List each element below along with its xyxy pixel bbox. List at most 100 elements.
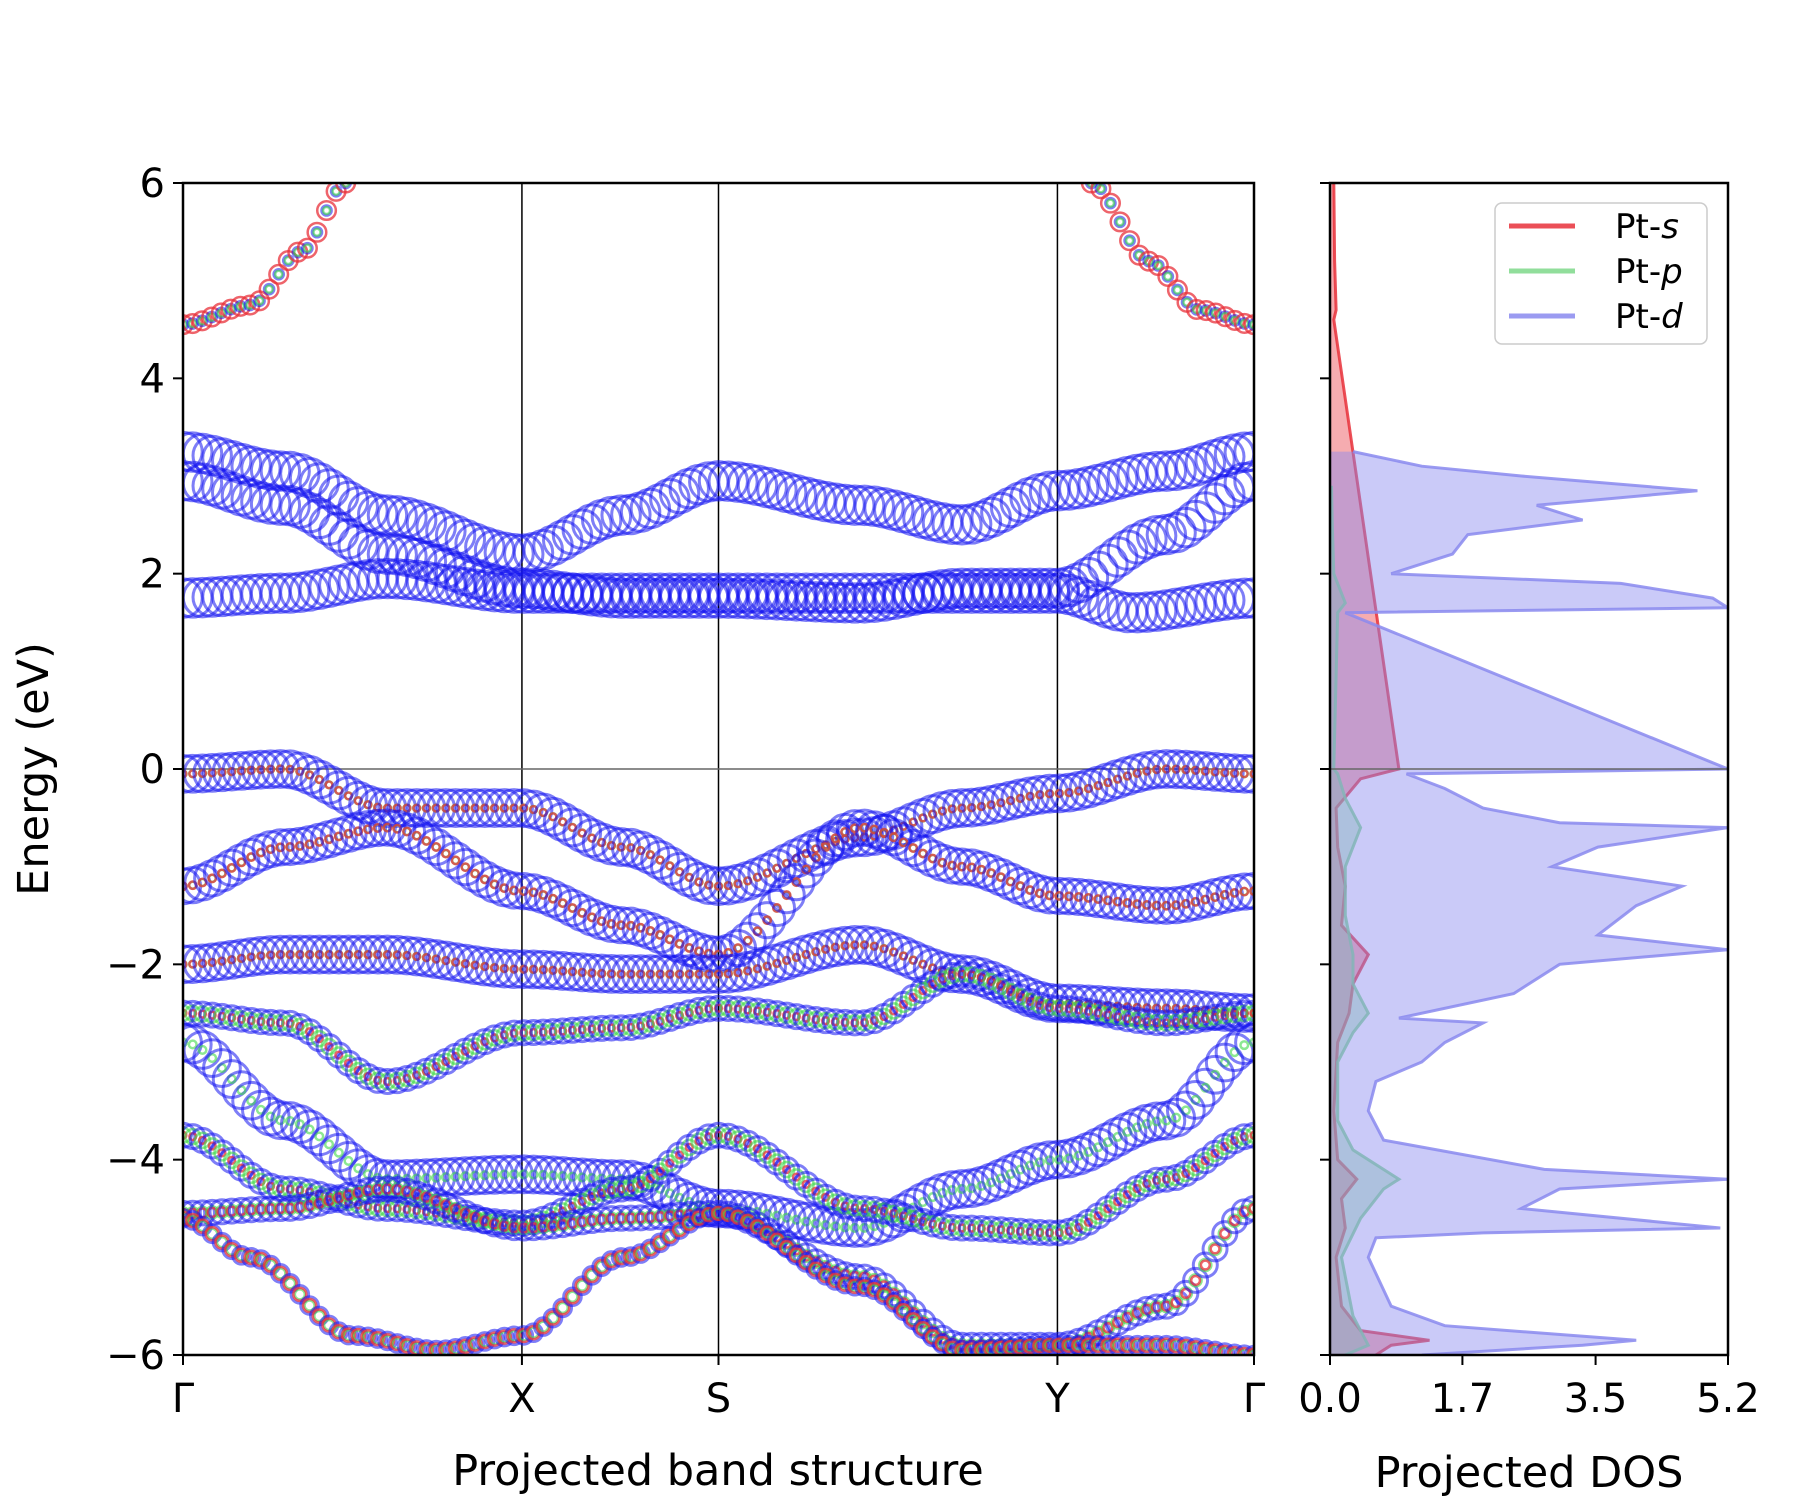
- marker-s: [1132, 899, 1143, 909]
- marker-d: [494, 1154, 534, 1195]
- marker-d: [1162, 1289, 1190, 1317]
- marker-d: [484, 948, 525, 989]
- marker-s: [496, 1329, 513, 1345]
- kpoint-label-0: Γ: [172, 1376, 195, 1422]
- marker-s: [1189, 1274, 1202, 1287]
- marker-d: [310, 225, 324, 239]
- marker-s: [684, 1142, 694, 1152]
- marker-d: [707, 460, 749, 502]
- marker-d: [931, 503, 973, 545]
- marker-d: [218, 1197, 246, 1225]
- marker-p: [1227, 1213, 1242, 1228]
- marker-d: [261, 828, 300, 867]
- marker-p: [323, 1139, 335, 1150]
- marker-s: [1061, 1337, 1077, 1353]
- marker-p: [333, 1147, 344, 1158]
- marker-d: [250, 749, 291, 790]
- marker-s: [499, 883, 510, 894]
- marker-s: [1148, 1337, 1165, 1353]
- marker-p: [1069, 1218, 1088, 1237]
- marker-d: [494, 949, 534, 989]
- marker-s: [246, 1170, 256, 1180]
- marker-d: [445, 1156, 486, 1197]
- marker-d: [364, 1175, 392, 1203]
- marker-d: [1175, 750, 1216, 791]
- dos-x-axis-title: Projected DOS: [1375, 1448, 1684, 1498]
- marker-d: [367, 934, 408, 975]
- marker-d: [942, 788, 982, 828]
- marker-s: [1178, 1338, 1194, 1355]
- marker-d: [1234, 871, 1254, 911]
- marker-p: [1245, 1004, 1254, 1022]
- dos-tick-label-0: 0.0: [1298, 1376, 1362, 1422]
- energy-tick-label-3: 0: [140, 747, 165, 793]
- marker-s: [315, 199, 338, 222]
- marker-s: [655, 855, 665, 865]
- marker-p: [875, 1007, 893, 1026]
- marker-d: [406, 1337, 427, 1355]
- marker-s: [1022, 1338, 1038, 1354]
- marker-p: [1011, 987, 1030, 1006]
- marker-d: [494, 1326, 515, 1348]
- marker-d: [843, 484, 886, 527]
- marker-s: [1129, 1337, 1145, 1353]
- marker-p: [1167, 1168, 1185, 1187]
- marker-d: [562, 813, 603, 853]
- marker-d: [578, 1207, 606, 1235]
- marker-s: [1141, 899, 1152, 910]
- marker-d: [1113, 215, 1127, 229]
- marker-d: [484, 1154, 525, 1195]
- marker-d: [328, 775, 369, 816]
- marker-s: [1249, 1008, 1254, 1018]
- marker-d: [1195, 751, 1235, 792]
- energy-tick-label-2: 2: [140, 552, 165, 598]
- marker-s: [1119, 1337, 1136, 1353]
- marker-d: [1240, 999, 1254, 1027]
- marker-d: [941, 504, 983, 546]
- marker-d: [1230, 1123, 1254, 1151]
- marker-p: [1245, 1126, 1254, 1144]
- marker-d: [961, 1339, 982, 1355]
- marker-s: [411, 830, 422, 841]
- marker-s: [1190, 1162, 1201, 1173]
- marker-d: [601, 1250, 622, 1271]
- marker-s: [304, 1027, 315, 1037]
- marker-d: [455, 788, 495, 828]
- marker-d: [1146, 749, 1187, 789]
- band-vb-5: [183, 1022, 1254, 1248]
- marker-s: [399, 1338, 415, 1354]
- marker-s: [353, 826, 364, 837]
- marker-d: [227, 1196, 255, 1224]
- marker-d: [183, 1024, 213, 1065]
- dos-x-ticks: 0.0 1.7 3.5 5.2: [1298, 1355, 1760, 1422]
- marker-s: [613, 1249, 629, 1266]
- marker-s: [554, 1300, 571, 1316]
- marker-s: [1112, 896, 1123, 907]
- marker-d: [262, 282, 276, 296]
- marker-d: [464, 1155, 505, 1196]
- marker-d: [834, 817, 875, 858]
- marker-s: [564, 1289, 581, 1305]
- marker-d: [1175, 1080, 1216, 1120]
- marker-s: [1122, 1190, 1133, 1200]
- marker-p: [340, 183, 351, 188]
- marker-p: [1198, 1257, 1213, 1273]
- marker-d: [435, 1339, 457, 1355]
- marker-d: [253, 294, 266, 308]
- marker-d: [1214, 1342, 1236, 1355]
- marker-d: [1136, 749, 1177, 790]
- marker-s: [306, 221, 328, 243]
- marker-d: [980, 1338, 1002, 1355]
- marker-s: [837, 1276, 853, 1292]
- marker-p: [1246, 1201, 1254, 1216]
- marker-d: [1233, 430, 1254, 473]
- marker-s: [301, 1297, 318, 1314]
- marker-d: [1030, 876, 1069, 915]
- legend-label-pt-s: Pt-s: [1615, 207, 1679, 247]
- marker-d: [464, 1333, 486, 1355]
- marker-d: [523, 1154, 564, 1195]
- marker-p: [197, 1044, 208, 1056]
- marker-s: [216, 868, 227, 879]
- marker-p: [992, 977, 1010, 996]
